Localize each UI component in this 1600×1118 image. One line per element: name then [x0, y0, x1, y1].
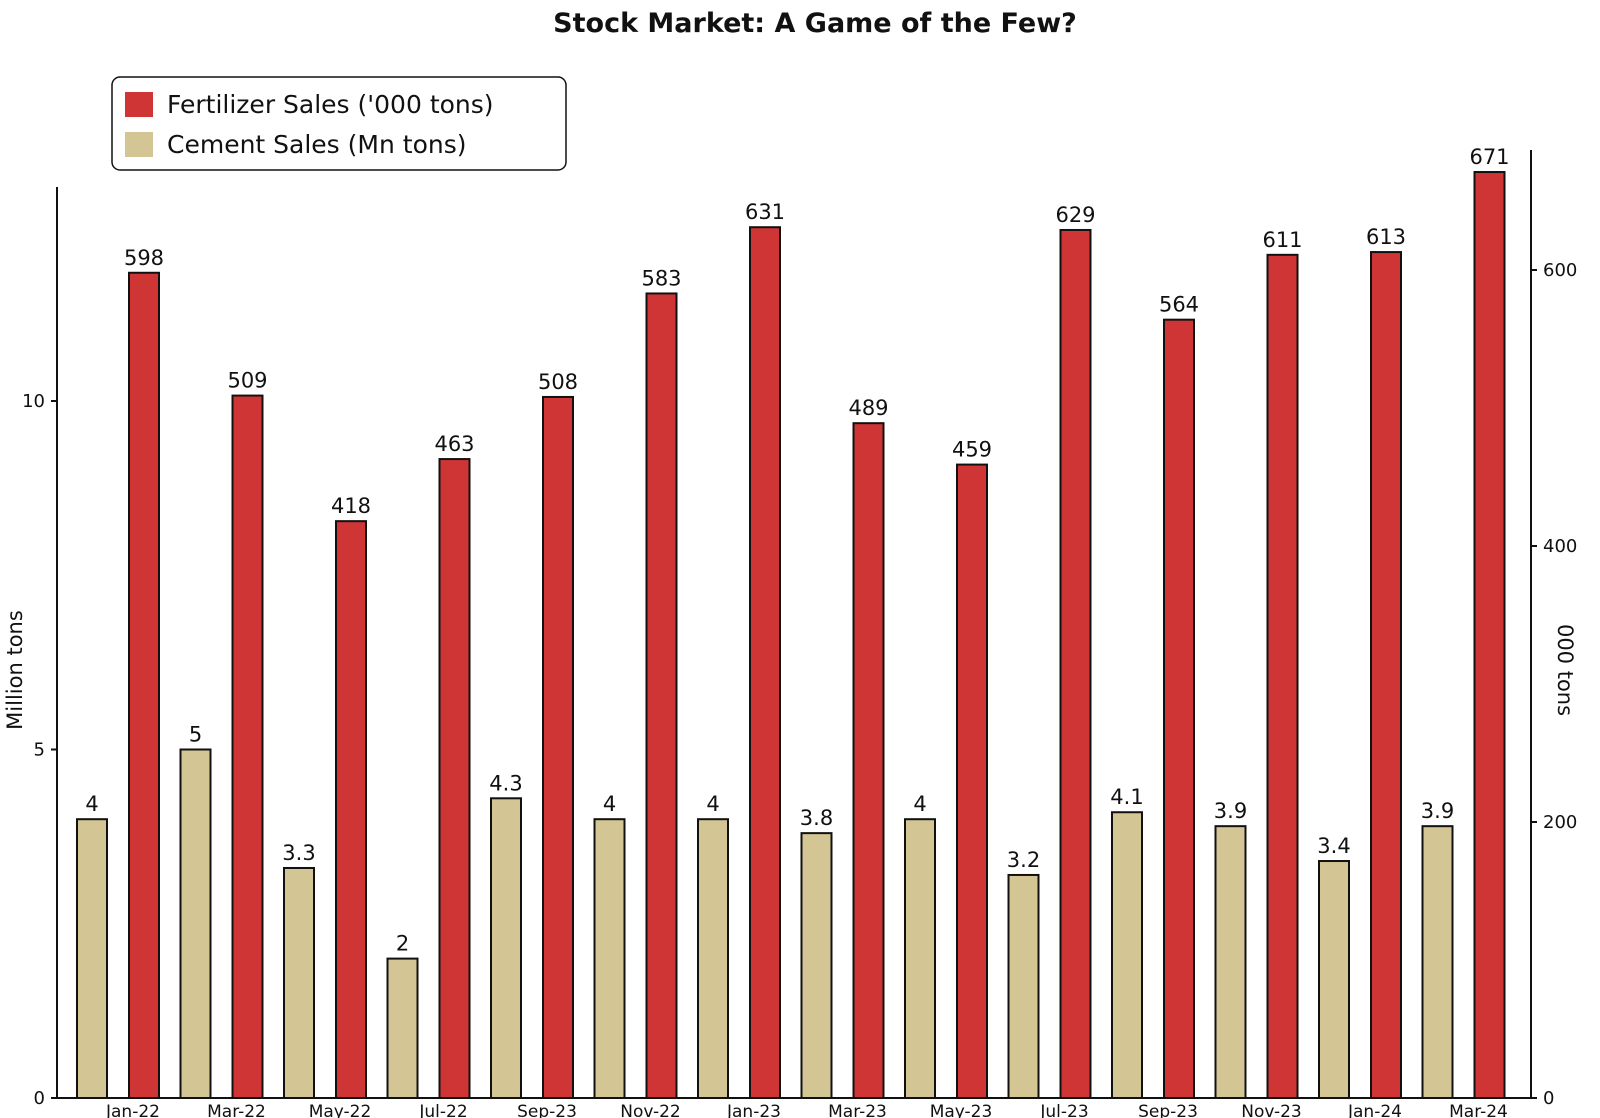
bar-fertilizer-may-23 — [956, 463, 988, 1099]
fertilizer-bars — [128, 171, 1506, 1100]
x-tick-label: Jan-24 — [1347, 1102, 1402, 1118]
bar-fertilizer-mar-22 — [231, 394, 264, 1099]
x-tick-label: May-23 — [930, 1102, 993, 1118]
y-axis-right-label: 000 tons — [1553, 624, 1577, 716]
bar-cement-jul-23 — [1007, 873, 1040, 1100]
bar-cement-mar-22 — [179, 748, 212, 1099]
data-label-cement: 3.8 — [800, 806, 833, 830]
bar-cement-may-22 — [283, 866, 315, 1099]
bar-fertilizer-jan-24 — [1370, 251, 1402, 1099]
data-label-fertilizer: 583 — [641, 266, 681, 290]
data-label-cement: 3.9 — [1421, 799, 1454, 823]
bar-cement-jan-23 — [697, 818, 729, 1099]
bar-fertilizer-sep-23 — [542, 395, 574, 1099]
y-tick-right-label: 200 — [1543, 812, 1577, 833]
x-tick-label: May-22 — [309, 1102, 372, 1118]
x-tick-label: Sep-23 — [517, 1102, 577, 1118]
x-tick-label: Mar-24 — [1449, 1102, 1508, 1118]
bar-cement-nov-22 — [593, 818, 626, 1099]
legend-box — [111, 76, 567, 171]
data-label-fertilizer: 509 — [227, 369, 267, 393]
x-tick-label: Jan-22 — [105, 1102, 160, 1118]
data-label-fertilizer: 598 — [124, 246, 164, 270]
bar-cement-jan-22 — [76, 818, 108, 1099]
data-label-cement: 4 — [603, 792, 616, 816]
bar-cement-mar-23 — [800, 832, 833, 1099]
legend-label-cement: Cement Sales (Mn tons) — [167, 130, 467, 159]
data-label-cement: 4 — [913, 792, 926, 816]
data-label-fertilizer: 671 — [1469, 145, 1509, 169]
x-tick-label: Nov-22 — [620, 1102, 681, 1118]
bar-fertilizer-jan-22 — [128, 271, 160, 1099]
bar-cement-may-23 — [904, 818, 936, 1099]
y-axis-left-label: Million tons — [3, 610, 27, 730]
bar-fertilizer-nov-23 — [1266, 253, 1299, 1099]
bar-cement-jul-22 — [386, 957, 419, 1099]
data-label-fertilizer: 613 — [1366, 225, 1406, 249]
x-tick-label: Sep-23 — [1138, 1102, 1198, 1118]
y-tick-right-label: 400 — [1543, 536, 1577, 557]
data-label-cement: 2 — [396, 932, 409, 956]
data-label-fertilizer: 564 — [1159, 293, 1199, 317]
bar-fertilizer-jul-22 — [438, 458, 471, 1099]
data-label-cement: 4.1 — [1110, 785, 1143, 809]
bar-fertilizer-nov-22 — [645, 292, 678, 1099]
y-tick-right-label: 0 — [1543, 1088, 1554, 1109]
bar-fertilizer-sep-23 — [1163, 318, 1195, 1099]
bar-cement-sep-23 — [490, 797, 522, 1099]
x-tick-label: Jan-23 — [726, 1102, 781, 1118]
data-label-cement: 4.3 — [489, 771, 522, 795]
data-label-cement: 4 — [85, 792, 98, 816]
data-label-fertilizer: 489 — [848, 396, 888, 420]
bar-cement-nov-23 — [1214, 825, 1247, 1099]
y-tick-left-label: 0 — [34, 1088, 45, 1109]
bar-fertilizer-jan-23 — [749, 226, 781, 1100]
legend-swatch-fertilizer — [125, 92, 153, 117]
data-label-cement: 3.4 — [1317, 834, 1350, 858]
data-labels: 4 598 5 509 3.3 418 2 463 4.3 508 4 583 4 631 3.8 489 4 4… — [85, 145, 1509, 956]
data-label-fertilizer: 463 — [434, 432, 474, 456]
data-label-cement: 3.9 — [1214, 799, 1247, 823]
data-label-cement: 3.2 — [1007, 848, 1040, 872]
bar-cement-jan-24 — [1318, 860, 1350, 1100]
bar-fertilizer-mar-24 — [1473, 171, 1506, 1099]
legend: Fertilizer Sales ('000 tons) Cement Sale… — [111, 76, 567, 171]
x-tick-label: Mar-23 — [828, 1102, 887, 1118]
legend-label-fertilizer: Fertilizer Sales ('000 tons) — [167, 90, 494, 119]
bar-fertilizer-may-22 — [335, 520, 367, 1099]
x-tick-label: Jul-22 — [418, 1102, 467, 1118]
data-label-fertilizer: 631 — [745, 200, 785, 224]
bar-fertilizer-jul-23 — [1059, 228, 1092, 1100]
cement-bars — [76, 748, 1454, 1100]
data-label-cement: 3.3 — [282, 841, 315, 865]
legend-swatch-cement — [125, 132, 153, 157]
chart-title: Stock Market: A Game of the Few? — [553, 8, 1077, 39]
x-tick-label: Nov-23 — [1241, 1102, 1302, 1118]
data-label-fertilizer: 459 — [952, 438, 992, 462]
data-label-cement: 5 — [189, 723, 202, 747]
bar-cement-mar-24 — [1421, 825, 1454, 1099]
x-tick-label: Jul-23 — [1039, 1102, 1088, 1118]
data-label-fertilizer: 418 — [331, 494, 371, 518]
bar-fertilizer-mar-23 — [852, 422, 885, 1099]
x-tick-label: Mar-22 — [207, 1102, 266, 1118]
data-label-fertilizer: 629 — [1055, 203, 1095, 227]
y-tick-left-label: 10 — [22, 391, 45, 412]
bar-cement-sep-23 — [1111, 811, 1143, 1099]
data-label-fertilizer: 611 — [1262, 228, 1302, 252]
data-label-fertilizer: 508 — [538, 370, 578, 394]
data-label-cement: 4 — [706, 792, 719, 816]
y-tick-right-label: 600 — [1543, 260, 1577, 281]
y-tick-left-label: 5 — [34, 740, 45, 761]
